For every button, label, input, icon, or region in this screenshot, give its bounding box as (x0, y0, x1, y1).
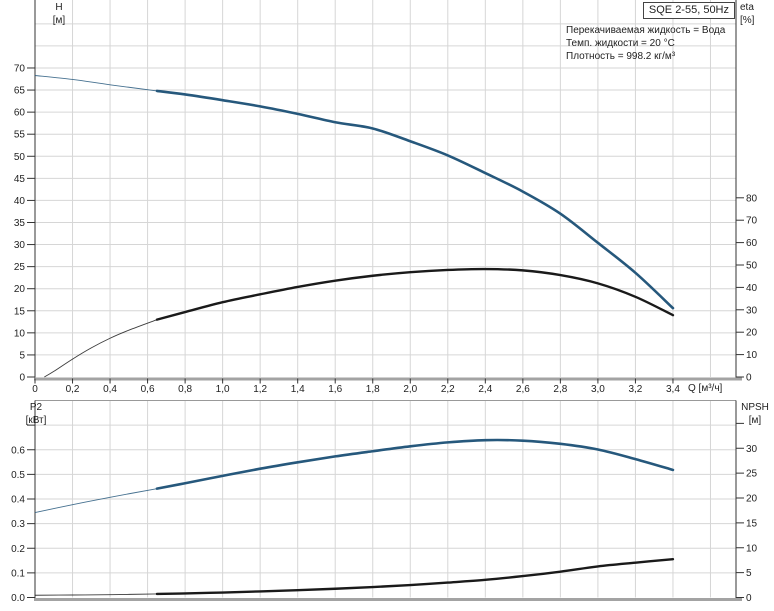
npsh-axis-label-unit: [м] (748, 415, 762, 426)
svg-text:50: 50 (746, 261, 758, 272)
svg-text:2,6: 2,6 (516, 384, 530, 395)
svg-text:3,4: 3,4 (666, 384, 680, 395)
q-axis-label: Q [м³/ч] (688, 383, 723, 394)
svg-text:0: 0 (746, 373, 752, 384)
svg-text:45: 45 (14, 174, 26, 185)
svg-text:0.5: 0.5 (11, 470, 25, 481)
svg-text:0.0: 0.0 (11, 593, 25, 604)
svg-text:0.3: 0.3 (11, 519, 25, 530)
svg-text:30: 30 (746, 444, 758, 455)
npsh-axis-label-symbol: NPSH (741, 402, 769, 413)
svg-text:1,8: 1,8 (366, 384, 380, 395)
svg-text:50: 50 (14, 152, 26, 163)
eta-axis-label-symbol: eta (740, 2, 754, 13)
svg-text:65: 65 (14, 86, 26, 97)
svg-text:20: 20 (746, 494, 758, 505)
svg-text:0.2: 0.2 (11, 544, 25, 555)
svg-text:1,6: 1,6 (328, 384, 342, 395)
eta-axis-label: eta [%] (740, 1, 754, 27)
svg-text:30: 30 (14, 240, 26, 251)
svg-text:60: 60 (746, 238, 758, 249)
svg-text:0,8: 0,8 (178, 384, 192, 395)
svg-text:0,4: 0,4 (103, 384, 117, 395)
svg-text:0: 0 (746, 593, 752, 604)
svg-text:2,0: 2,0 (403, 384, 417, 395)
svg-text:35: 35 (14, 218, 26, 229)
svg-text:1,0: 1,0 (216, 384, 230, 395)
svg-text:5: 5 (19, 350, 25, 361)
svg-text:0.1: 0.1 (11, 568, 25, 579)
svg-text:55: 55 (14, 130, 26, 141)
liquid-info-block: Перекачиваемая жидкость = Вода Темп. жид… (566, 24, 725, 63)
info-line-temperature: Темп. жидкости = 20 °C (566, 38, 675, 49)
svg-text:10: 10 (746, 350, 758, 361)
svg-text:2,4: 2,4 (478, 384, 492, 395)
info-line-liquid: Перекачиваемая жидкость = Вода (566, 25, 726, 36)
eta-axis-label-unit: [%] (740, 15, 755, 26)
svg-text:40: 40 (746, 283, 758, 294)
svg-text:10: 10 (746, 543, 758, 554)
svg-text:30: 30 (746, 305, 758, 316)
h-axis-label-unit: [м] (52, 15, 66, 26)
svg-text:40: 40 (14, 196, 26, 207)
svg-text:0: 0 (32, 384, 38, 395)
svg-text:3,0: 3,0 (591, 384, 605, 395)
p2-axis-label-unit: [кВт] (25, 415, 47, 426)
svg-text:15: 15 (746, 518, 758, 529)
npsh-axis-label: NPSH [м] (736, 401, 774, 427)
info-line-density: Плотность = 998.2 кг/м³ (566, 51, 676, 62)
h-axis-label: H [м] (44, 1, 74, 27)
p2-axis-label-symbol: P2 (29, 402, 43, 413)
svg-text:0,6: 0,6 (141, 384, 155, 395)
svg-text:0,2: 0,2 (66, 384, 80, 395)
svg-text:1,4: 1,4 (291, 384, 305, 395)
h-axis-label-symbol: H (55, 2, 63, 13)
svg-text:3,2: 3,2 (628, 384, 642, 395)
svg-text:0.6: 0.6 (11, 445, 25, 456)
svg-text:20: 20 (746, 328, 758, 339)
svg-text:2,2: 2,2 (441, 384, 455, 395)
pump-model-box: SQE 2-55, 50Hz (642, 2, 735, 19)
svg-text:10: 10 (14, 328, 26, 339)
svg-text:15: 15 (14, 306, 26, 317)
svg-text:20: 20 (14, 284, 26, 295)
svg-text:0: 0 (19, 373, 25, 384)
svg-text:1,2: 1,2 (253, 384, 267, 395)
svg-text:2,8: 2,8 (553, 384, 567, 395)
svg-text:70: 70 (746, 216, 758, 227)
svg-text:25: 25 (14, 262, 26, 273)
svg-text:70: 70 (14, 63, 26, 74)
svg-text:5: 5 (746, 568, 752, 579)
svg-text:60: 60 (14, 108, 26, 119)
svg-text:0.4: 0.4 (11, 495, 25, 506)
p2-axis-label: P2 [кВт] (16, 401, 56, 427)
svg-text:25: 25 (746, 469, 758, 480)
svg-text:80: 80 (746, 193, 758, 204)
